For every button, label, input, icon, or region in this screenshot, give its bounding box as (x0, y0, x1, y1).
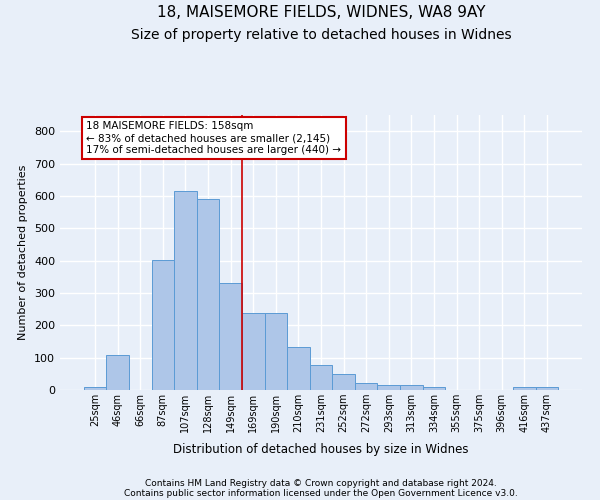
Bar (242, 313, 265, 390)
Bar (152, 260, 174, 390)
Bar (174, 192, 197, 390)
Bar (106, 356, 129, 390)
Bar (422, 388, 445, 390)
Text: 18 MAISEMORE FIELDS: 158sqm
← 83% of detached houses are smaller (2,145)
17% of : 18 MAISEMORE FIELDS: 158sqm ← 83% of det… (86, 122, 341, 154)
Bar (513, 388, 536, 390)
Bar (220, 283, 242, 390)
Text: Distribution of detached houses by size in Widnes: Distribution of detached houses by size … (173, 442, 469, 456)
Text: 18, MAISEMORE FIELDS, WIDNES, WA8 9AY: 18, MAISEMORE FIELDS, WIDNES, WA8 9AY (157, 5, 485, 20)
Text: Size of property relative to detached houses in Widnes: Size of property relative to detached ho… (131, 28, 511, 42)
Bar (355, 383, 377, 390)
Bar (377, 385, 400, 390)
Bar (197, 199, 220, 390)
Text: Contains HM Land Registry data © Crown copyright and database right 2024.: Contains HM Land Registry data © Crown c… (145, 478, 497, 488)
Bar (310, 365, 332, 390)
Bar (400, 385, 422, 390)
Bar (287, 346, 310, 390)
Bar (332, 374, 355, 390)
Bar (84, 388, 106, 390)
Bar (265, 313, 287, 390)
Text: Contains public sector information licensed under the Open Government Licence v3: Contains public sector information licen… (124, 488, 518, 498)
Y-axis label: Number of detached properties: Number of detached properties (19, 165, 28, 340)
Bar (536, 388, 558, 390)
